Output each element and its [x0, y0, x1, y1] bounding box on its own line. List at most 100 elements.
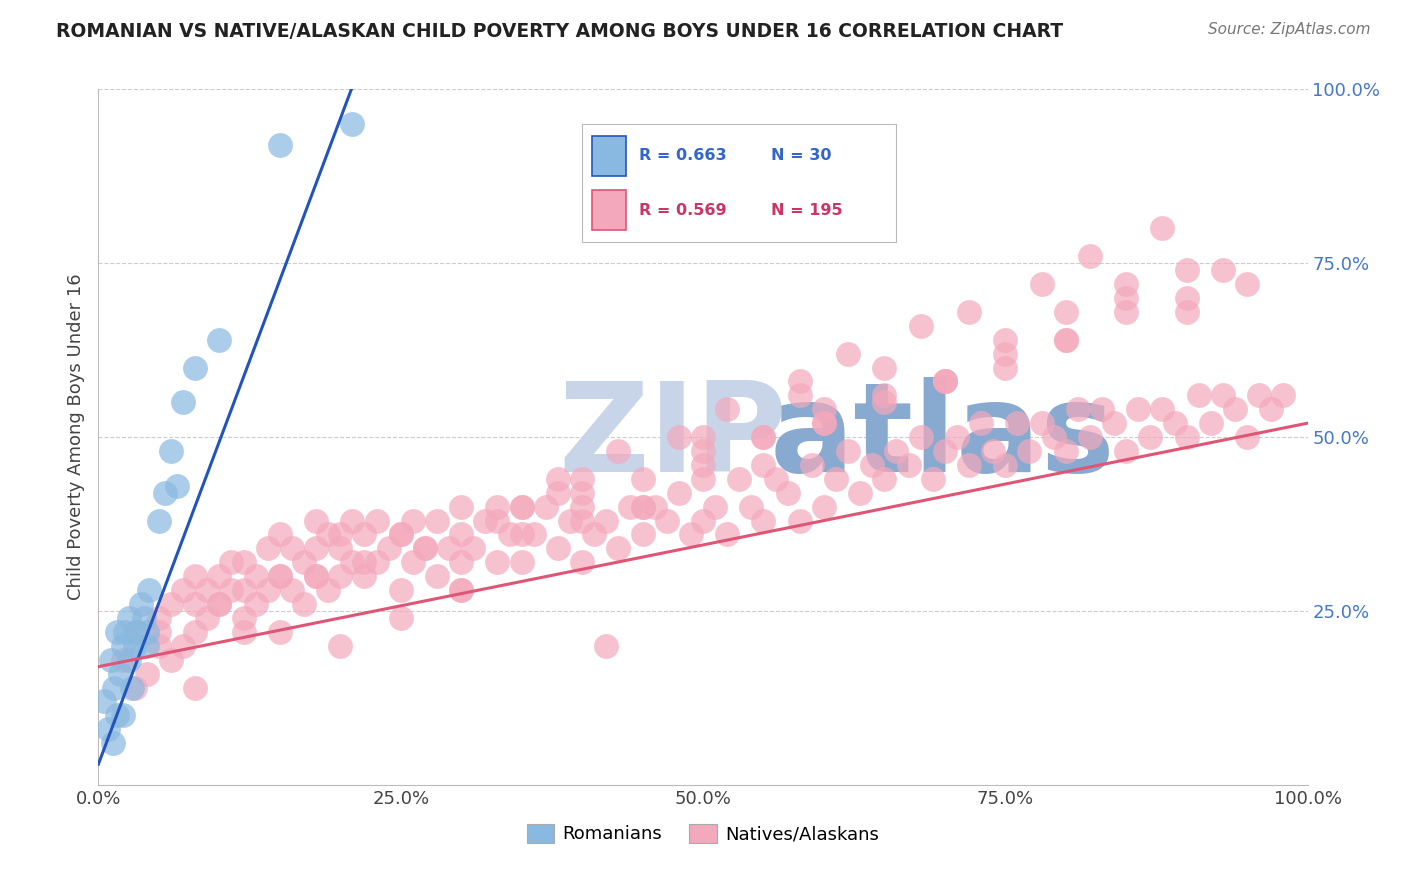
- Point: [800, 458, 823, 472]
- Point: [184, 681, 207, 695]
- Point: [849, 485, 872, 500]
- Point: [813, 416, 835, 430]
- Point: [124, 624, 146, 639]
- Point: [1175, 430, 1198, 444]
- Point: [994, 346, 1017, 360]
- Point: [245, 597, 267, 611]
- Point: [316, 583, 339, 598]
- Point: [765, 472, 787, 486]
- Point: [752, 430, 775, 444]
- Point: [129, 597, 152, 611]
- Point: [208, 597, 231, 611]
- Point: [402, 555, 425, 569]
- Text: Source: ZipAtlas.com: Source: ZipAtlas.com: [1208, 22, 1371, 37]
- Point: [1260, 402, 1282, 417]
- Point: [571, 500, 593, 514]
- Point: [305, 569, 328, 583]
- Point: [716, 402, 738, 417]
- Point: [692, 472, 714, 486]
- Point: [1163, 416, 1185, 430]
- Point: [118, 611, 141, 625]
- Point: [245, 569, 267, 583]
- Point: [704, 500, 727, 514]
- Point: [450, 527, 472, 541]
- Point: [813, 416, 835, 430]
- Legend: Romanians, Natives/Alaskans: Romanians, Natives/Alaskans: [517, 815, 889, 853]
- Point: [329, 541, 352, 556]
- Point: [837, 444, 859, 458]
- Point: [1175, 291, 1198, 305]
- Point: [121, 681, 143, 695]
- Point: [105, 708, 128, 723]
- Point: [366, 555, 388, 569]
- Point: [1115, 291, 1137, 305]
- Point: [366, 514, 388, 528]
- Point: [1007, 416, 1029, 430]
- Point: [97, 723, 120, 737]
- Point: [1212, 388, 1234, 402]
- Point: [329, 569, 352, 583]
- Point: [752, 514, 775, 528]
- Point: [1115, 277, 1137, 291]
- Point: [114, 624, 136, 639]
- Point: [305, 514, 328, 528]
- Point: [269, 569, 291, 583]
- Point: [1152, 221, 1174, 235]
- Point: [486, 555, 509, 569]
- Point: [1054, 333, 1077, 347]
- Point: [134, 611, 156, 625]
- Point: [160, 653, 183, 667]
- Point: [124, 681, 146, 695]
- Point: [510, 555, 533, 569]
- Point: [752, 430, 775, 444]
- Point: [135, 624, 157, 639]
- Point: [184, 569, 207, 583]
- Point: [631, 500, 654, 514]
- Point: [498, 527, 520, 541]
- Point: [135, 666, 157, 681]
- Point: [813, 500, 835, 514]
- Point: [1018, 444, 1040, 458]
- Point: [873, 360, 896, 375]
- Point: [776, 485, 799, 500]
- Point: [716, 527, 738, 541]
- Point: [101, 736, 124, 750]
- Point: [631, 472, 654, 486]
- Point: [1236, 430, 1258, 444]
- Point: [825, 472, 848, 486]
- Point: [692, 458, 714, 472]
- Point: [172, 395, 194, 409]
- Point: [1212, 263, 1234, 277]
- Point: [1078, 430, 1101, 444]
- Point: [595, 639, 617, 653]
- Point: [148, 611, 170, 625]
- Point: [281, 583, 304, 598]
- Point: [172, 583, 194, 598]
- Point: [281, 541, 304, 556]
- Point: [148, 624, 170, 639]
- Point: [474, 514, 496, 528]
- Point: [184, 360, 207, 375]
- Point: [644, 500, 666, 514]
- Point: [510, 500, 533, 514]
- Point: [571, 485, 593, 500]
- Point: [153, 485, 176, 500]
- Point: [195, 583, 218, 598]
- Point: [389, 611, 412, 625]
- Point: [886, 444, 908, 458]
- Point: [269, 624, 291, 639]
- Point: [752, 458, 775, 472]
- Point: [1249, 388, 1271, 402]
- Point: [571, 472, 593, 486]
- Point: [329, 639, 352, 653]
- Point: [946, 430, 969, 444]
- Point: [873, 395, 896, 409]
- Point: [450, 555, 472, 569]
- Point: [305, 569, 328, 583]
- Point: [232, 611, 254, 625]
- Point: [1175, 305, 1198, 319]
- Point: [413, 541, 436, 556]
- Point: [221, 555, 243, 569]
- Point: [135, 639, 157, 653]
- Point: [118, 653, 141, 667]
